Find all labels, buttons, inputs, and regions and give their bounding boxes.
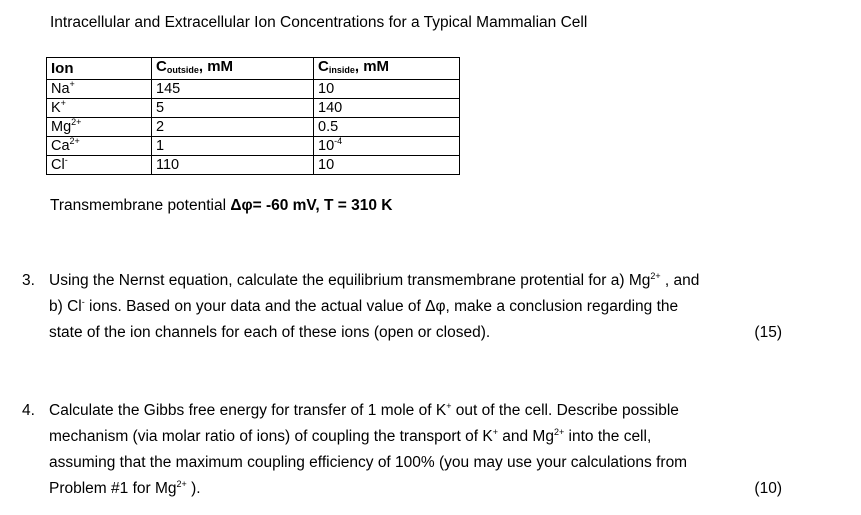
outside-cell: 1 <box>151 136 314 156</box>
inside-cell: 0.5 <box>313 117 460 137</box>
table-row: Mg2+ 2 0.5 <box>46 117 460 137</box>
question-4: 4. Calculate the Gibbs free energy for t… <box>22 398 782 502</box>
question-line: assuming that the maximum coupling effic… <box>49 454 688 471</box>
table-row: Na+ 145 10 <box>46 79 460 99</box>
header-ion: Ion <box>46 57 152 80</box>
question-line: mechanism (via molar ratio of ions) of c… <box>49 427 652 446</box>
question-number: 3. <box>22 272 35 289</box>
table-row: Cl- 110 10 <box>46 155 460 175</box>
outside-cell: 145 <box>151 79 314 99</box>
question-points: (15) <box>754 324 782 341</box>
question-line: Using the Nernst equation, calculate the… <box>49 271 700 290</box>
table-header-row: Ion Coutside, mM Cinside, mM <box>46 57 460 80</box>
inside-cell: 10 <box>313 79 460 99</box>
question-number: 4. <box>22 402 35 419</box>
header-c-inside: Cinside, mM <box>313 57 460 80</box>
header-c-outside: Coutside, mM <box>151 57 314 80</box>
question-points: (10) <box>754 480 782 497</box>
inside-cell: 10 <box>313 155 460 175</box>
ion-concentration-table: Ion Coutside, mM Cinside, mM Na+ 145 10 … <box>46 57 460 175</box>
table-row: Ca2+ 1 10-4 <box>46 136 460 156</box>
transmembrane-potential: Transmembrane potential Δφ= -60 mV, T = … <box>50 197 392 215</box>
table-row: K+ 5 140 <box>46 98 460 118</box>
question-line: Calculate the Gibbs free energy for tran… <box>49 401 679 420</box>
potential-label: Transmembrane potential <box>50 197 231 214</box>
ion-cell: Na+ <box>46 79 152 99</box>
ion-cell: K+ <box>46 98 152 118</box>
outside-cell: 2 <box>151 117 314 137</box>
document-title: Intracellular and Extracellular Ion Conc… <box>50 14 588 31</box>
ion-cell: Ca2+ <box>46 136 152 156</box>
outside-cell: 5 <box>151 98 314 118</box>
question-line: Problem #1 for Mg2+ ). (10) <box>49 476 782 502</box>
question-line: b) Cl- ions. Based on your data and the … <box>49 297 679 316</box>
outside-cell: 110 <box>151 155 314 175</box>
inside-cell: 140 <box>313 98 460 118</box>
inside-cell: 10-4 <box>313 136 460 156</box>
ion-cell: Mg2+ <box>46 117 152 137</box>
potential-value: Δφ= -60 mV, T = 310 K <box>230 197 393 214</box>
ion-cell: Cl- <box>46 155 152 175</box>
question-3: 3. Using the Nernst equation, calculate … <box>22 268 782 346</box>
question-line: state of the ion channels for each of th… <box>49 320 782 346</box>
